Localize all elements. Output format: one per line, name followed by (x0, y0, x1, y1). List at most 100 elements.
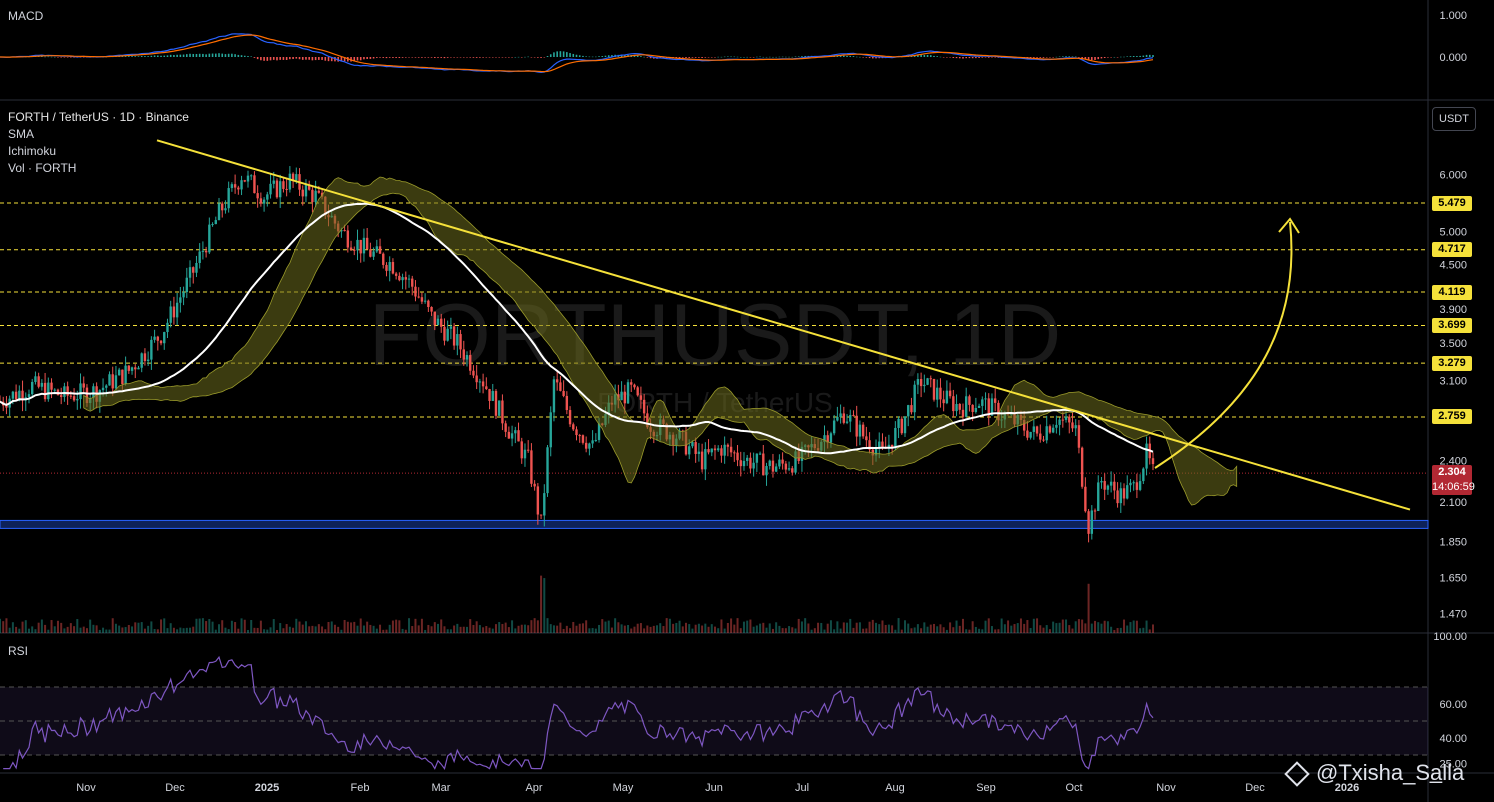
candle-body (1045, 426, 1048, 441)
macd-hist-bar (543, 57, 546, 58)
volume-bar (214, 629, 217, 633)
volume-bar (1010, 625, 1013, 633)
indicator-sma[interactable]: SMA (8, 127, 35, 141)
volume-bar (494, 624, 497, 633)
macd-hist-bar (1058, 56, 1061, 58)
candle-body (539, 514, 543, 516)
macd-hist-bar (1132, 56, 1135, 57)
volume-bar (1052, 621, 1055, 633)
macd-hist-bar (498, 57, 501, 58)
macd-hist-bar (234, 54, 236, 57)
macd-hist-bar (192, 53, 195, 57)
macd-hist-bar (57, 57, 59, 58)
volume-bar (1071, 628, 1074, 633)
candle-body (1055, 424, 1058, 428)
volume-bar (246, 629, 249, 633)
candle-body (926, 378, 929, 385)
macd-hist-bar (598, 56, 600, 57)
candle-body (900, 418, 903, 434)
volume-bar (855, 622, 858, 633)
volume-bar (440, 619, 443, 633)
candle-body (269, 183, 272, 195)
time-tick-label: Dec (165, 782, 185, 794)
volume-bar (253, 627, 256, 633)
volume-bar (1113, 629, 1116, 633)
macd-hist-bar (430, 57, 433, 58)
candle-body (423, 300, 427, 302)
candle-body (494, 391, 498, 416)
macd-hist-bar (1081, 57, 1083, 59)
price-tick-label: 3.100 (1439, 376, 1467, 388)
volume-bar (552, 625, 555, 633)
macd-hist-bar (846, 55, 848, 57)
macd-hist-bar (1113, 56, 1116, 58)
volume-bar (243, 619, 246, 633)
macd-hist-bar (1084, 57, 1087, 60)
candle-body (562, 390, 565, 396)
candle-body (420, 297, 424, 302)
symbol-watermark: FORTHUSDT, 1D (369, 285, 1062, 384)
level-tag: 5.479 (1432, 195, 1472, 211)
candle-body (762, 453, 765, 476)
candle-body (916, 379, 920, 385)
volume-bar (1045, 625, 1048, 633)
macd-hist-bar (688, 57, 691, 58)
macd-hist-bar (205, 54, 207, 57)
volume-bar (417, 625, 420, 633)
volume-bar (974, 626, 977, 633)
candle-body (246, 175, 250, 182)
candle-body (343, 230, 346, 232)
candle-body (1145, 443, 1148, 469)
volume-bar (701, 625, 704, 633)
volume-bar (430, 626, 433, 633)
macd-hist-bar (388, 57, 391, 58)
candle-body (31, 381, 34, 395)
candle-body (919, 379, 923, 387)
volume-bar (907, 623, 910, 633)
macd-hist-bar (414, 57, 417, 58)
macd-hist-bar (991, 57, 993, 58)
macd-hist-bar (318, 57, 320, 60)
macd-hist-bar (720, 56, 723, 58)
volume-bar (227, 629, 230, 633)
macd-hist-bar (398, 57, 401, 58)
time-tick-label: 2026 (1335, 782, 1359, 794)
volume-bar (250, 619, 253, 633)
candle-body (768, 460, 771, 467)
volume-bar (256, 627, 259, 633)
macd-hist-bar (356, 57, 359, 61)
candle-body (121, 369, 124, 385)
volume-bar (627, 624, 630, 633)
macd-hist-bar (1071, 56, 1074, 57)
volume-bar (446, 629, 449, 633)
macd-hist-bar (182, 54, 185, 57)
candle-body (700, 451, 704, 470)
volume-bar (746, 620, 749, 633)
macd-hist-bar (82, 57, 85, 58)
support-zone (0, 519, 1429, 529)
candle-body (1129, 482, 1132, 486)
currency-button[interactable]: USDT (1432, 107, 1476, 131)
candle-body (517, 430, 520, 442)
macd-hist-bar (691, 57, 694, 58)
candle-body (787, 468, 791, 470)
volume-bar (218, 624, 221, 633)
volume-bar (852, 627, 855, 633)
volume-bar (945, 629, 948, 633)
candle-body (449, 326, 453, 329)
indicator-ichimoku[interactable]: Ichimoku (8, 144, 57, 158)
indicator-volume[interactable]: Vol · FORTH (8, 161, 77, 175)
candle-body (66, 386, 69, 396)
volume-bar (1055, 623, 1058, 633)
macd-hist-bar (559, 51, 562, 57)
volume-bar (498, 622, 501, 633)
candle-body (990, 398, 994, 416)
volume-bar (517, 625, 520, 633)
macd-hist-bar (427, 57, 430, 58)
volume-bar (1042, 627, 1045, 633)
rsi-line (3, 655, 1154, 770)
macd-hist-bar (1055, 56, 1058, 58)
volume-bar (195, 618, 198, 633)
volume-bar (540, 575, 543, 633)
